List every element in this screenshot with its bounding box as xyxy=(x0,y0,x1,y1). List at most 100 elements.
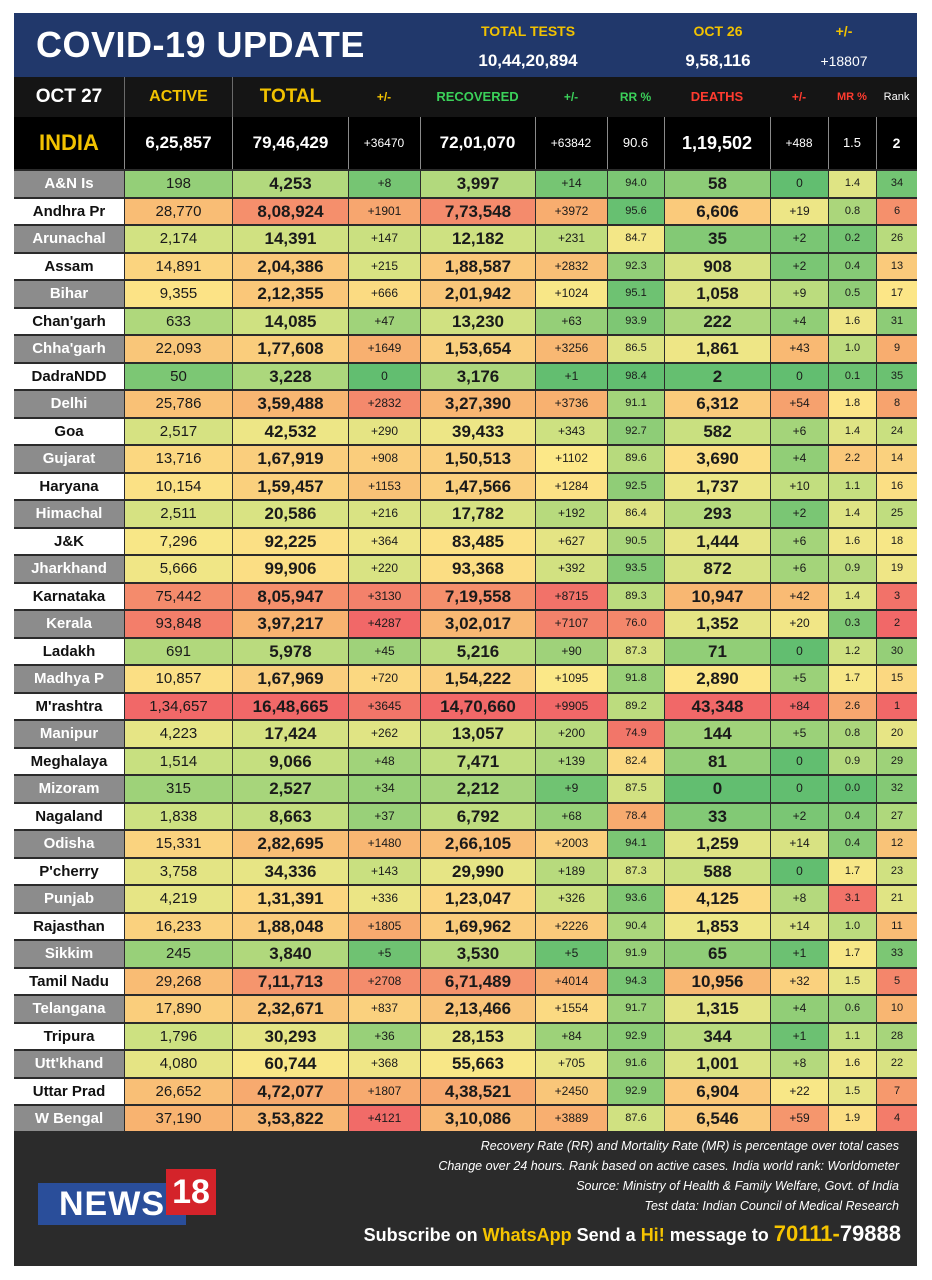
subscribe-line: Subscribe on WhatsApp Send a Hi! message… xyxy=(364,1221,901,1247)
table-row: Goa 2,517 42,532 +290 39,433 +343 92.7 582 +6 1.4… xyxy=(14,418,917,444)
state-active-cell: 2,511 xyxy=(125,501,232,527)
state-rc-cell: +1102 xyxy=(536,446,607,472)
state-total-cell: 60,744 xyxy=(233,1051,348,1077)
state-rc-cell: +8715 xyxy=(536,583,607,609)
state-dc-cell: 0 xyxy=(771,171,828,197)
state-total-cell: 2,82,695 xyxy=(233,831,348,857)
state-tc-cell: +4287 xyxy=(349,611,420,637)
state-total-cell: 1,77,608 xyxy=(233,336,348,362)
state-tc-cell: +364 xyxy=(349,528,420,554)
state-rank-cell: 34 xyxy=(877,171,917,197)
state-total-cell: 4,72,077 xyxy=(233,1078,348,1104)
state-rr-cell: 87.5 xyxy=(608,776,664,802)
state-recovered-cell: 93,368 xyxy=(421,556,535,582)
state-total-cell: 7,11,713 xyxy=(233,968,348,994)
state-active-cell: 4,223 xyxy=(125,721,232,747)
state-deaths-cell: 71 xyxy=(665,638,770,664)
india-name: INDIA xyxy=(39,130,99,155)
state-deaths-cell: 33 xyxy=(665,803,770,829)
state-rank-cell: 2 xyxy=(877,611,917,637)
column-header-row: OCT 27 ACTIVE TOTAL +/- RECOVERED +/- RR… xyxy=(14,77,917,117)
state-dc-cell: +4 xyxy=(771,308,828,334)
table-row: J&K 7,296 92,225 +364 83,485 +627 90.5 1,444 +6 1… xyxy=(14,528,917,554)
state-rc-cell: +2226 xyxy=(536,913,607,939)
state-recovered-cell: 55,663 xyxy=(421,1051,535,1077)
state-deaths-cell: 2 xyxy=(665,363,770,389)
state-total-cell: 1,31,391 xyxy=(233,886,348,912)
state-dc-cell: +42 xyxy=(771,583,828,609)
state-active-cell: 13,716 xyxy=(125,446,232,472)
state-name: Mizoram xyxy=(14,776,124,802)
state-recovered-cell: 13,057 xyxy=(421,721,535,747)
table-row: Rajasthan 16,233 1,88,048 +1805 1,69,962 +222… xyxy=(14,913,917,939)
state-name: P'cherry xyxy=(14,858,124,884)
state-active-cell: 3,758 xyxy=(125,858,232,884)
state-rank-cell: 24 xyxy=(877,418,917,444)
state-rc-cell: +4014 xyxy=(536,968,607,994)
state-active-cell: 4,219 xyxy=(125,886,232,912)
whatsapp-label: WhatsApp xyxy=(482,1225,572,1245)
state-recovered-cell: 7,471 xyxy=(421,748,535,774)
state-recovered-cell: 7,19,558 xyxy=(421,583,535,609)
state-tc-cell: +1649 xyxy=(349,336,420,362)
state-active-cell: 26,652 xyxy=(125,1078,232,1104)
state-tc-cell: +3645 xyxy=(349,693,420,719)
state-rank-cell: 27 xyxy=(877,803,917,829)
state-rank-cell: 13 xyxy=(877,253,917,279)
state-name: Delhi xyxy=(14,391,124,417)
state-name: Utt'khand xyxy=(14,1051,124,1077)
state-rr-cell: 92.9 xyxy=(608,1023,664,1049)
state-active-cell: 633 xyxy=(125,308,232,334)
state-name: Jharkhand xyxy=(14,556,124,582)
state-total-cell: 30,293 xyxy=(233,1023,348,1049)
state-rank-cell: 10 xyxy=(877,996,917,1022)
state-active-cell: 93,848 xyxy=(125,611,232,637)
table-row: Assam 14,891 2,04,386 +215 1,88,587 +2832 92.3… xyxy=(14,253,917,279)
table-row: Utt'khand 4,080 60,744 +368 55,663 +705 91.6 1,… xyxy=(14,1051,917,1077)
state-total-cell: 3,53,822 xyxy=(233,1106,348,1132)
state-tc-cell: +143 xyxy=(349,858,420,884)
india-total-row: INDIA 6,25,857 79,46,429 +36470 72,01,07… xyxy=(14,117,917,169)
state-name: W Bengal xyxy=(14,1106,124,1132)
col-deaths-change: +/- xyxy=(791,90,807,104)
state-total-cell: 2,32,671 xyxy=(233,996,348,1022)
state-name: Tripura xyxy=(14,1023,124,1049)
state-recovered-cell: 1,53,654 xyxy=(421,336,535,362)
state-rc-cell: +84 xyxy=(536,1023,607,1049)
logo-18-badge: 18 xyxy=(166,1169,216,1215)
state-rank-cell: 32 xyxy=(877,776,917,802)
state-recovered-cell: 13,230 xyxy=(421,308,535,334)
state-total-cell: 9,066 xyxy=(233,748,348,774)
state-tc-cell: +216 xyxy=(349,501,420,527)
total-tests-label: TOTAL TESTS xyxy=(480,23,576,39)
table-row: Odisha 15,331 2,82,695 +1480 2,66,105 +2003 94… xyxy=(14,831,917,857)
state-rr-cell: 87.3 xyxy=(608,638,664,664)
state-rr-cell: 91.9 xyxy=(608,941,664,967)
state-rank-cell: 23 xyxy=(877,858,917,884)
state-active-cell: 75,442 xyxy=(125,583,232,609)
state-rank-cell: 20 xyxy=(877,721,917,747)
state-active-cell: 15,331 xyxy=(125,831,232,857)
state-active-cell: 16,233 xyxy=(125,913,232,939)
state-active-cell: 245 xyxy=(125,941,232,967)
state-rc-cell: +192 xyxy=(536,501,607,527)
state-mr-cell: 1.1 xyxy=(829,1023,876,1049)
state-recovered-cell: 14,70,660 xyxy=(421,693,535,719)
state-tc-cell: +1807 xyxy=(349,1078,420,1104)
state-deaths-cell: 6,546 xyxy=(665,1106,770,1132)
state-rank-cell: 16 xyxy=(877,473,917,499)
india-total: 79,46,429 xyxy=(252,133,329,152)
state-rc-cell: +1 xyxy=(536,363,607,389)
state-mr-cell: 0.3 xyxy=(829,611,876,637)
table-row: Haryana 10,154 1,59,457 +1153 1,47,566 +1284 9… xyxy=(14,473,917,499)
state-dc-cell: +1 xyxy=(771,1023,828,1049)
state-dc-cell: +19 xyxy=(771,198,828,224)
state-rr-cell: 86.5 xyxy=(608,336,664,362)
state-dc-cell: +8 xyxy=(771,1051,828,1077)
state-mr-cell: 1.0 xyxy=(829,913,876,939)
state-rc-cell: +9905 xyxy=(536,693,607,719)
state-deaths-cell: 10,947 xyxy=(665,583,770,609)
col-recovered: RECOVERED xyxy=(436,89,519,104)
tests-change-value: +18807 xyxy=(820,53,868,69)
state-recovered-cell: 17,782 xyxy=(421,501,535,527)
